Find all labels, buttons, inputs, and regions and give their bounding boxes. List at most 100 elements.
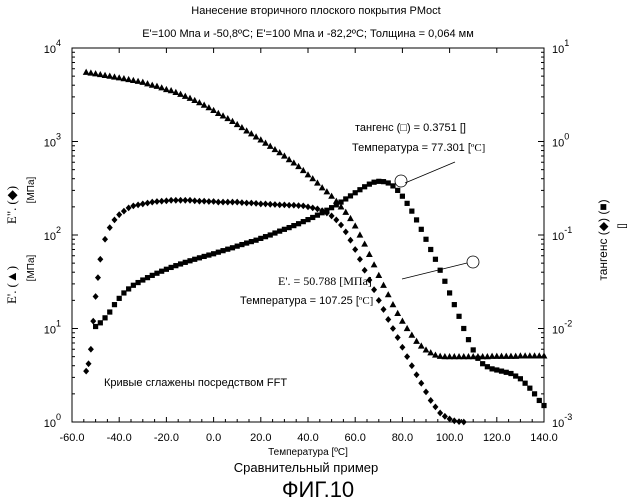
diamond-point: [90, 318, 96, 325]
triangle-point: [541, 352, 548, 358]
square-point: [117, 296, 122, 301]
square-point: [395, 188, 400, 193]
square-point: [518, 376, 523, 381]
triangle-point: [404, 325, 411, 331]
square-point: [235, 244, 240, 249]
diamond-point: [409, 362, 415, 369]
square-point: [93, 324, 98, 329]
triangle-point: [243, 127, 250, 133]
diamond-point: [102, 236, 108, 243]
triangle-point: [262, 140, 269, 146]
triangle-point: [390, 301, 397, 307]
square-point: [239, 242, 244, 247]
diamond-point: [300, 202, 306, 209]
x-tick-label: 0.0: [206, 432, 221, 444]
square-point: [475, 356, 480, 361]
left-axis-label-upper: E".(◆): [4, 186, 19, 224]
tan-temperature-annotation: Температура = 77.301 [ºC]: [352, 142, 485, 154]
e-annotation: E'. = 50.788 [МПа]: [278, 274, 372, 288]
diamond-legend-icon: ◆: [4, 190, 19, 200]
square-point: [353, 190, 358, 195]
triangle-point: [342, 209, 349, 215]
x-tick-label: 60.0: [344, 432, 365, 444]
square-point: [334, 202, 339, 207]
square-point: [461, 326, 466, 331]
diamond-point: [145, 200, 151, 207]
square-point: [508, 371, 513, 376]
diamond-point: [163, 197, 169, 204]
triangle-point: [361, 240, 368, 246]
square-point: [320, 210, 325, 215]
diamond-point: [404, 353, 410, 360]
square-point: [357, 187, 362, 192]
diamond-point: [310, 204, 316, 211]
triangle-point: [413, 338, 420, 344]
diamond-point: [107, 224, 113, 231]
y-right-axis-ticks: 10-310-210-1100101: [538, 38, 572, 430]
square-point: [244, 240, 249, 245]
square-point: [419, 227, 424, 232]
right-tick-label: 10-1: [552, 225, 572, 243]
square-point: [471, 347, 476, 352]
x-tick-label: -40.0: [107, 432, 132, 444]
square-point: [456, 314, 461, 319]
square-point: [523, 381, 528, 386]
diamond-point: [357, 256, 363, 263]
square-point: [527, 386, 532, 391]
square-point: [102, 315, 107, 320]
tan-leader-line: [405, 162, 455, 183]
square-point: [296, 221, 301, 226]
square-point: [428, 247, 433, 252]
left-tick-label: 101: [44, 319, 61, 337]
square-point: [126, 286, 131, 291]
square-point: [178, 261, 183, 266]
diamond-point: [432, 404, 438, 411]
diamond-point: [352, 246, 358, 253]
diamond-point: [395, 334, 401, 341]
chart-title: Нанесение вторичного плоского покрытия P…: [191, 5, 440, 17]
smoothing-note: Кривые сглажены посредством FFT: [104, 377, 287, 389]
square-point: [301, 219, 306, 224]
diamond-point: [329, 213, 335, 220]
triangle-point: [380, 282, 387, 288]
diamond-point: [343, 228, 349, 235]
x-tick-label: 40.0: [297, 432, 318, 444]
diamond-point: [362, 267, 368, 274]
diamond-point: [338, 222, 344, 229]
y-left-axis-ticks: 100101102103104: [44, 38, 78, 430]
diamond-point: [371, 286, 377, 293]
square-point: [442, 279, 447, 284]
triangle-point: [290, 159, 297, 165]
square-point: [367, 182, 372, 187]
diamond-point: [423, 388, 429, 395]
x-tick-label: 100.0: [436, 432, 464, 444]
square-point: [159, 269, 164, 274]
square-point: [154, 271, 159, 276]
square-point: [216, 250, 221, 255]
square-point: [310, 215, 315, 220]
square-point: [112, 302, 117, 307]
diamond-point: [88, 346, 94, 353]
diamond-point: [116, 211, 122, 218]
right-tick-label: 10-2: [552, 319, 572, 337]
triangle-point: [375, 272, 382, 278]
square-point: [329, 205, 334, 210]
diamond-point: [385, 316, 391, 323]
triangle-point: [371, 261, 378, 267]
square-point: [98, 320, 103, 325]
square-point: [230, 245, 235, 250]
square-point: [164, 267, 169, 272]
square-point: [183, 260, 188, 265]
right-axis-unit: []: [617, 223, 628, 229]
square-point: [277, 229, 282, 234]
left-tick-label: 102: [44, 225, 61, 243]
square-point: [405, 201, 410, 206]
square-point: [263, 234, 268, 239]
triangle-point: [168, 87, 175, 93]
diamond-point: [418, 380, 424, 387]
square-point: [253, 238, 258, 243]
triangle-point: [272, 146, 279, 152]
left-tick-label: 103: [44, 132, 61, 150]
square-point: [211, 251, 216, 256]
